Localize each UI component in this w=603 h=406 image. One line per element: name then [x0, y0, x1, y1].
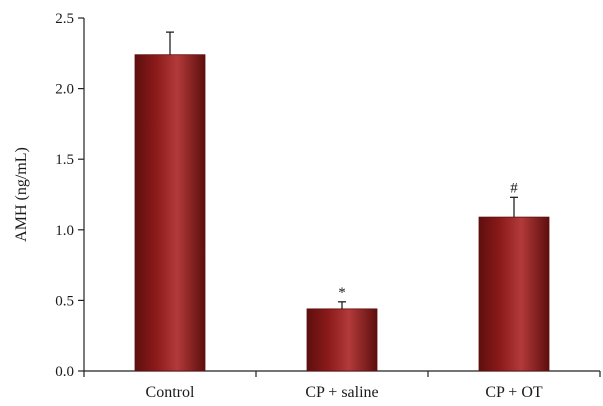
y-ticks: 0.0 0.5 1.0 1.5 2.0 2.5 [55, 11, 84, 380]
y-tick-label: 0.0 [55, 364, 74, 380]
y-tick-label: 1.0 [55, 223, 74, 239]
y-tick-label: 2.5 [55, 11, 74, 27]
significance-marker: * [338, 285, 346, 301]
significance-markers: *# [338, 180, 518, 300]
bars [134, 54, 550, 372]
y-axis-label: AMH (ng/mL) [13, 147, 30, 242]
y-tick-label: 1.5 [55, 152, 74, 168]
category-labels: Control CP + saline CP + OT [146, 384, 543, 401]
y-tick-label: 2.0 [55, 82, 74, 98]
error-bars [166, 31, 518, 309]
y-tick-label: 0.5 [55, 293, 74, 309]
bar [478, 216, 550, 372]
category-label: CP + saline [305, 384, 378, 401]
bar [306, 308, 378, 372]
bar [134, 54, 206, 372]
x-ticks [83, 371, 601, 377]
significance-marker: # [510, 180, 518, 196]
category-label: CP + OT [485, 384, 543, 401]
category-label: Control [146, 384, 195, 401]
